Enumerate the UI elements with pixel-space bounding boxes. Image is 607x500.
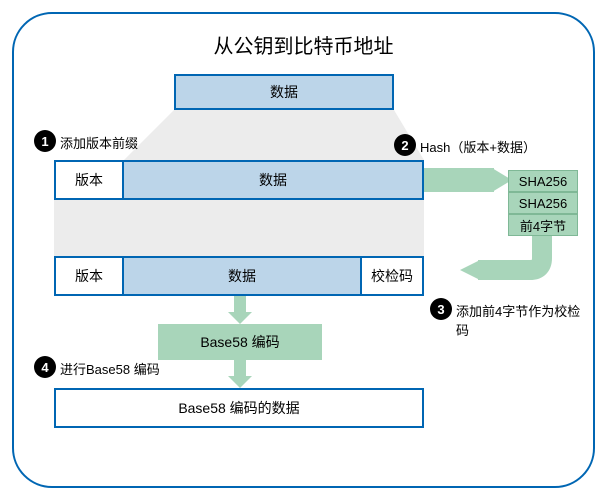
hash-first4: 前4字节: [508, 214, 578, 236]
step2-num: 2: [401, 138, 408, 153]
box-data1: 数据: [122, 160, 424, 200]
step4-badge: 4: [34, 356, 56, 378]
arrow-to-checksum: [454, 236, 554, 284]
diagram-title: 从公钥到比特币地址: [14, 30, 593, 59]
box-version2-label: 版本: [75, 266, 103, 286]
box-data1-label: 数据: [259, 170, 287, 190]
box-checksum-label: 校检码: [371, 266, 413, 286]
box-base58-result-label: Base58 编码的数据: [178, 398, 299, 418]
hash-sha256-1: SHA256: [508, 170, 578, 192]
funnel-2: [54, 200, 424, 256]
diagram-frame: 从公钥到比特币地址 数据 1 添加版本前缀 版本 数据 2 Hash（版本+数据…: [12, 12, 595, 488]
hash-first4-label: 前4字节: [520, 216, 566, 235]
hash-sha256-2-label: SHA256: [519, 196, 567, 211]
step1-label: 添加版本前缀: [60, 133, 138, 152]
hash-sha256-1-label: SHA256: [519, 174, 567, 189]
box-data-top-label: 数据: [270, 82, 298, 102]
arrow-to-result: [228, 360, 252, 388]
step3-label: 添加前4字节作为校检码: [456, 301, 593, 339]
box-checksum: 校检码: [360, 256, 424, 296]
arrow-to-base58-top: [228, 296, 252, 324]
step1-num: 1: [41, 134, 48, 149]
arrow-to-hash: [424, 164, 514, 196]
step3-badge: 3: [430, 298, 452, 320]
step1-badge: 1: [34, 130, 56, 152]
box-version1: 版本: [54, 160, 124, 200]
box-data-top: 数据: [174, 74, 394, 110]
box-base58-encode-label: Base58 编码: [200, 332, 279, 352]
step4-label: 进行Base58 编码: [60, 359, 160, 378]
box-base58-encode: Base58 编码: [158, 324, 322, 360]
step2-badge: 2: [394, 134, 416, 156]
step3-num: 3: [437, 302, 444, 317]
box-base58-result: Base58 编码的数据: [54, 388, 424, 428]
box-data2-label: 数据: [228, 266, 256, 286]
funnel-1: [124, 110, 424, 160]
box-version2: 版本: [54, 256, 124, 296]
box-data2: 数据: [122, 256, 362, 296]
step2-label: Hash（版本+数据）: [420, 137, 536, 156]
hash-sha256-2: SHA256: [508, 192, 578, 214]
box-version1-label: 版本: [75, 170, 103, 190]
step4-num: 4: [41, 360, 48, 375]
